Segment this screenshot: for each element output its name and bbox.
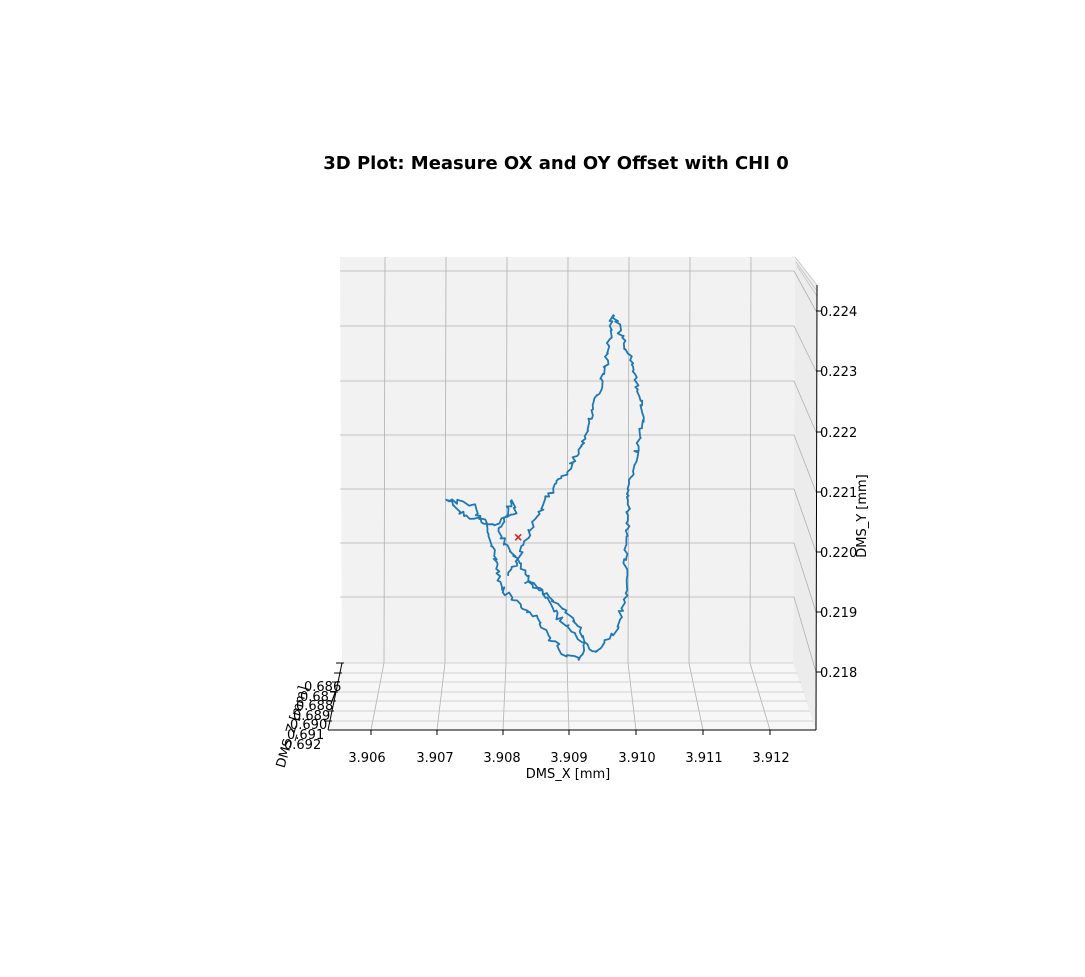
y-tick-label: 0.223 — [820, 365, 857, 380]
z-tick-label: 0.686 — [304, 680, 341, 695]
grid-line-side-depth — [796, 265, 818, 297]
chart-title: 3D Plot: Measure OX and OY Offset with C… — [323, 153, 788, 174]
y-axis-line — [815, 284, 818, 731]
grid-line-floor — [749, 662, 771, 731]
grid-line-floor — [370, 662, 385, 731]
grid-line-side-depth — [794, 256, 818, 286]
series-line — [445, 314, 645, 661]
start-marker — [514, 533, 522, 541]
y-tick-label: 0.219 — [820, 606, 857, 621]
grid-line-floor — [627, 662, 637, 731]
grid-line-side — [793, 596, 817, 673]
series-group — [445, 314, 645, 661]
z-tick-label: 0.688 — [296, 699, 333, 714]
grid-line-floor — [436, 662, 446, 731]
y-axis-label: DMS_Y [mm] — [855, 474, 870, 558]
z-tick-label: 0.687 — [300, 690, 337, 705]
grid-line-side — [793, 380, 817, 433]
floor-pane — [328, 663, 816, 730]
grid-line-side-depth — [795, 261, 818, 292]
grid-line-side — [793, 542, 817, 613]
panes — [328, 257, 817, 730]
grid-line-side — [793, 434, 817, 493]
grid — [330, 256, 818, 731]
x-ticks: 3.906 3.907 3.908 3.909 3.910 3.911 3.912 — [348, 730, 790, 766]
y-tick-label: 0.222 — [820, 426, 857, 441]
y-ticks: 0.218 0.219 0.220 0.221 0.222 0.223 0.224 — [816, 305, 857, 681]
grid-line-side — [793, 325, 817, 372]
z-axis-line — [327, 662, 343, 731]
grid-line-v — [566, 256, 569, 664]
y-tick-label: 0.218 — [820, 666, 857, 681]
z-tick-label: 0.690 — [290, 718, 327, 733]
y-tick-label: 0.221 — [820, 486, 857, 501]
start-marker-group — [514, 533, 522, 541]
grid-line-floor — [688, 662, 704, 731]
x-tick-label: 3.906 — [348, 751, 385, 766]
right-side-pane — [793, 257, 817, 730]
y-tick-label: 0.220 — [820, 546, 857, 561]
grid-line-floor — [566, 662, 570, 731]
grid-line-side — [793, 488, 817, 553]
grid-line-v — [749, 256, 752, 664]
grid-line-v — [383, 256, 386, 664]
z-tick-label: 0.692 — [284, 738, 321, 753]
x-tick-label: 3.909 — [550, 751, 587, 766]
x-tick-label: 3.907 — [416, 751, 453, 766]
x-axis-label: DMS_X [mm] — [526, 767, 611, 782]
y-tick-label: 0.224 — [820, 305, 857, 320]
grid-line-side — [793, 270, 817, 312]
x-tick-label: 3.910 — [618, 751, 655, 766]
grid-line-floor — [502, 662, 507, 731]
x-tick-label: 3.912 — [752, 751, 789, 766]
z-tick-label: 0.689 — [293, 709, 330, 724]
x-tick-label: 3.911 — [685, 751, 722, 766]
x-tick-label: 3.908 — [483, 751, 520, 766]
z-tick-label: 0.691 — [287, 728, 324, 743]
grid-line-v — [688, 256, 691, 664]
grid-line-v — [444, 256, 447, 664]
